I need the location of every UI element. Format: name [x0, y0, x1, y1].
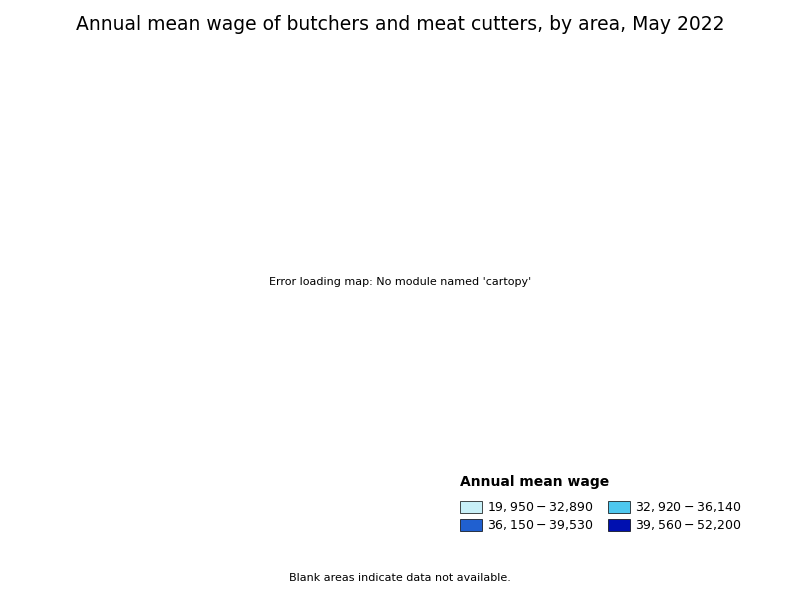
- Text: $36,150 - $39,530: $36,150 - $39,530: [487, 518, 594, 532]
- Text: Blank areas indicate data not available.: Blank areas indicate data not available.: [289, 573, 511, 583]
- Text: Annual mean wage of butchers and meat cutters, by area, May 2022: Annual mean wage of butchers and meat cu…: [76, 15, 724, 34]
- Text: Annual mean wage: Annual mean wage: [460, 475, 610, 489]
- Text: $32,920 - $36,140: $32,920 - $36,140: [635, 500, 742, 514]
- Text: $39,560 - $52,200: $39,560 - $52,200: [635, 518, 742, 532]
- Text: $19,950 - $32,890: $19,950 - $32,890: [487, 500, 594, 514]
- Text: Error loading map: No module named 'cartopy': Error loading map: No module named 'cart…: [269, 277, 531, 287]
